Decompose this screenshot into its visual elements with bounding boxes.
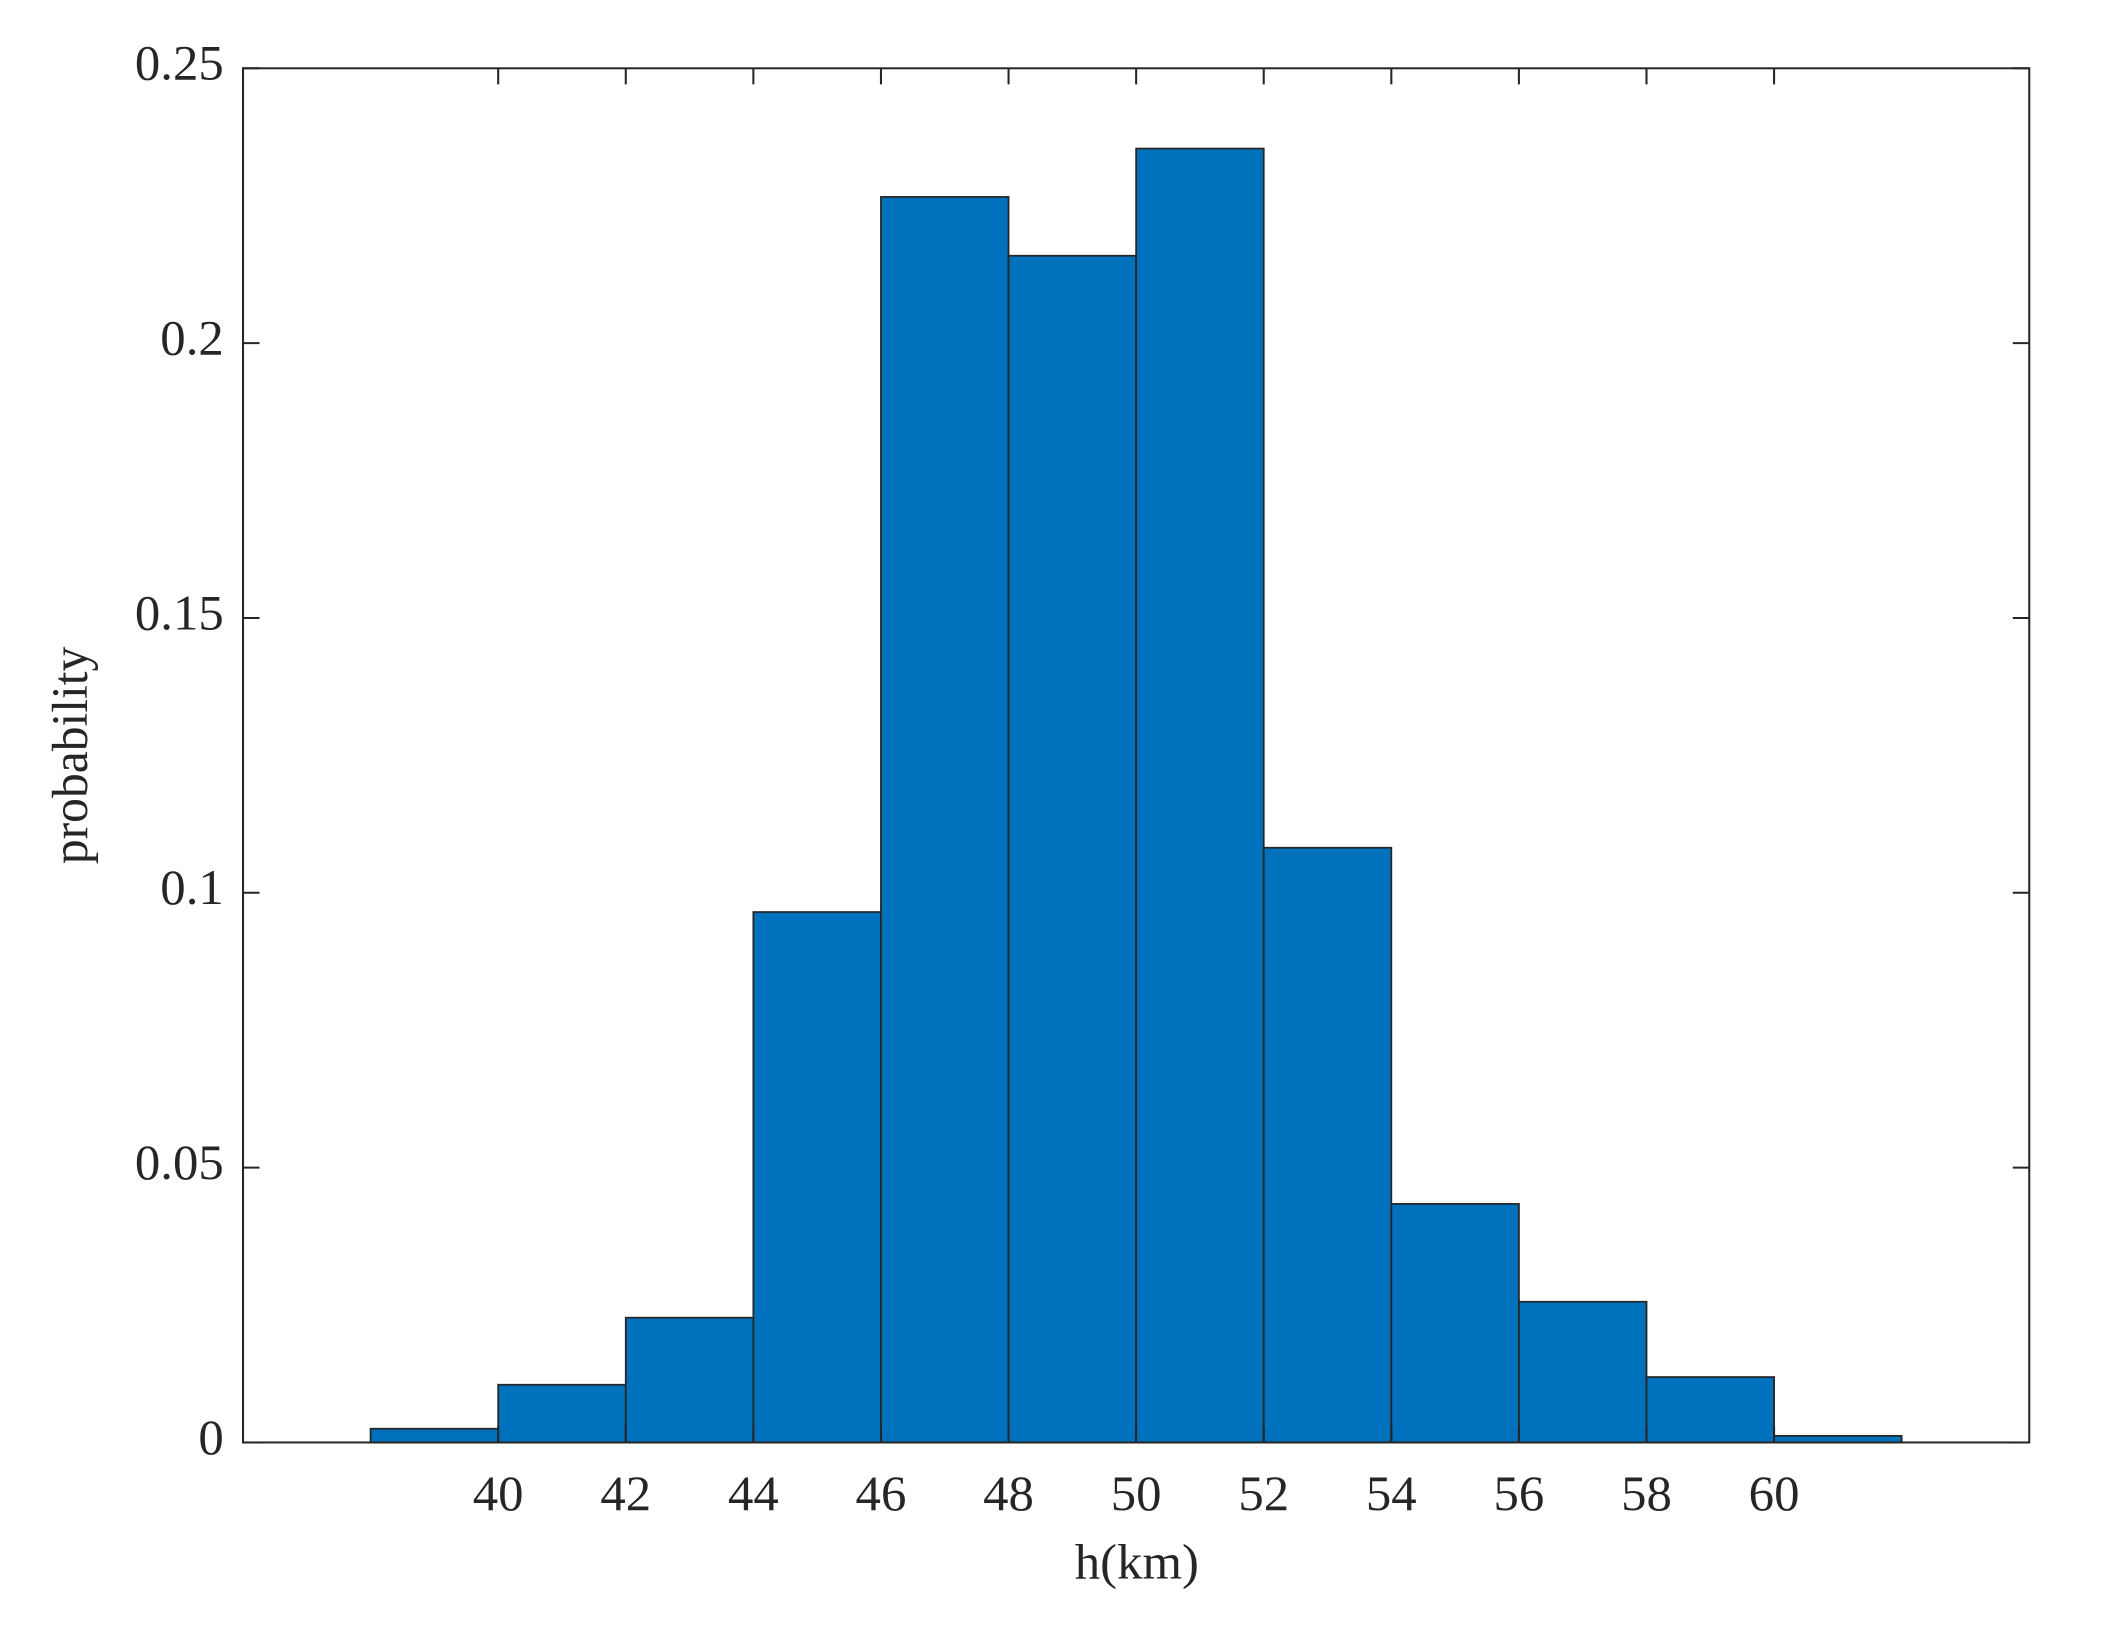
x-tick-label: 40	[473, 1466, 524, 1521]
bar	[880, 196, 1010, 1444]
bar	[752, 911, 882, 1444]
x-axis-label: h(km)	[1075, 1534, 1199, 1589]
x-tick-label: 50	[1111, 1466, 1162, 1521]
x-tick-label: 54	[1366, 1466, 1417, 1521]
x-tick-label: 46	[856, 1466, 907, 1521]
bar	[369, 1427, 500, 1444]
x-tick-label: 60	[1749, 1466, 1800, 1521]
y-tick-label: 0.05	[135, 1135, 224, 1190]
x-tick-label: 56	[1494, 1466, 1545, 1521]
bar	[1135, 147, 1265, 1444]
y-axis-label: probability	[42, 647, 99, 864]
y-tick-label: 0	[198, 1409, 223, 1464]
bar	[624, 1316, 755, 1444]
bar	[1390, 1203, 1520, 1444]
x-tick-label: 44	[728, 1466, 779, 1521]
bar	[1262, 846, 1393, 1444]
y-tick-label: 0.25	[135, 35, 224, 90]
bar	[1007, 254, 1138, 1444]
y-tick-label: 0.15	[135, 585, 224, 640]
x-tick-label: 52	[1238, 1466, 1289, 1521]
x-tick-label: 58	[1621, 1466, 1672, 1521]
y-tick-label: 0.2	[160, 310, 223, 365]
y-tick-label: 0.1	[160, 860, 223, 915]
bar	[1518, 1300, 1648, 1444]
x-tick-label: 48	[983, 1466, 1034, 1521]
bar	[1645, 1376, 1775, 1444]
x-tick-label: 42	[600, 1466, 651, 1521]
bar	[497, 1383, 627, 1444]
